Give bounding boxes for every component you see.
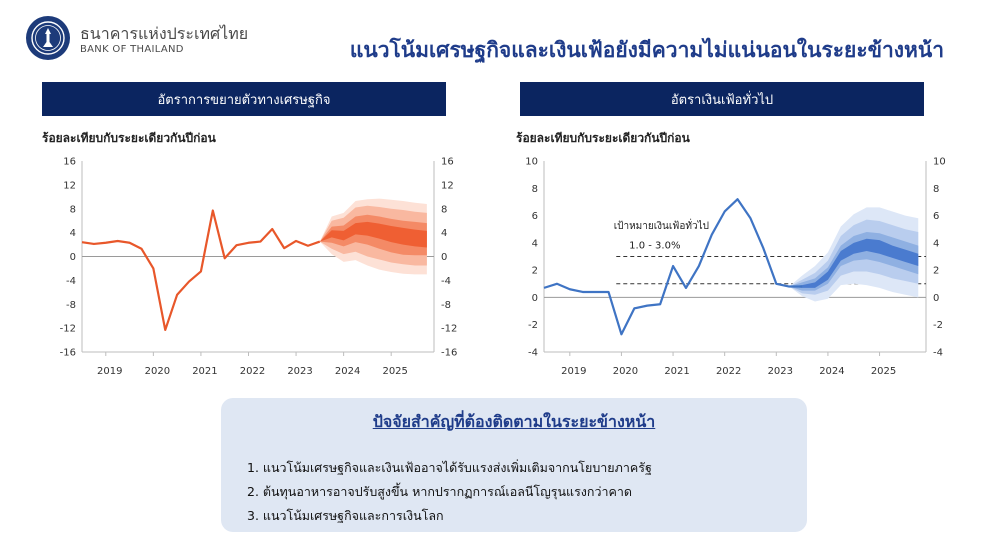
y-tick-label-left: -8 — [66, 300, 76, 311]
y-tick-label-left: 0 — [70, 252, 76, 263]
y-tick-label-left: -12 — [60, 324, 76, 335]
y-tick-label-right: -4 — [441, 276, 451, 287]
y-tick-label-left: 4 — [70, 228, 76, 239]
y-tick-label-right: -2 — [933, 320, 943, 331]
bank-name-english: BANK OF THAILAND — [80, 44, 184, 55]
y-tick-label-left: 2 — [532, 266, 538, 277]
y-tick-label-right: 8 — [933, 184, 939, 195]
factor-item: 2. ต้นทุนอาหารอาจปรับสูงขึ้น หากปรากฏการ… — [247, 484, 633, 499]
slide-headline: แนวโน้มเศรษฐกิจและเงินเฟ้อยังมีความไม่แน… — [349, 38, 944, 62]
y-tick-label-right: 8 — [441, 204, 447, 215]
x-tick-label: 2025 — [382, 366, 407, 377]
x-tick-label: 2024 — [335, 366, 360, 377]
target-range-label: 1.0 - 3.0% — [629, 240, 680, 251]
gdp-growth-chart: ร้อยละเทียบกับระยะเดียวกันปีก่อน -16 -16 -1… — [42, 131, 457, 377]
target-label: เป้าหมายเงินเฟ้อทั่วไป — [614, 218, 709, 232]
y-tick-label-left: 8 — [70, 204, 76, 215]
fan-band — [789, 238, 919, 288]
y-tick-label-right: -16 — [441, 348, 457, 359]
y-tick-label-right: 2 — [933, 266, 939, 277]
gdp-panel-title: อัตราการขยายตัวทางเศรษฐกิจ — [42, 82, 446, 116]
x-tick-label: 2021 — [192, 366, 217, 377]
y-tick-label-left: 12 — [63, 180, 76, 191]
slide-header: ธนาคารแห่งประเทศไทย BANK OF THAILAND แนว… — [0, 0, 1000, 80]
inflation-panel-title: อัตราเงินเฟ้อทั่วไป — [520, 82, 924, 116]
key-factors-box: ปัจจัยสำคัญที่ต้องติดตามในระยะข้างหน้า 1… — [221, 398, 807, 532]
y-tick-label-right: 4 — [441, 228, 447, 239]
y-tick-label-right: -4 — [933, 348, 943, 359]
y-tick-label-left: 10 — [525, 157, 538, 168]
y-tick-label-right: 10 — [933, 157, 946, 168]
x-tick-label: 2023 — [768, 366, 793, 377]
x-tick-label: 2021 — [664, 366, 689, 377]
factor-item: 1. แนวโน้มเศรษฐกิจและเงินเฟ้ออาจได้รับแร… — [247, 460, 652, 475]
y-tick-label-right: 16 — [441, 157, 454, 168]
bank-seal-icon — [26, 16, 70, 60]
headline-inflation-chart: ร้อยละเทียบกับระยะเดียวกันปีก่อน -4 -4 -2 -2… — [516, 131, 946, 377]
y-tick-label-left: 8 — [532, 184, 538, 195]
y-tick-label-left: 4 — [532, 238, 538, 249]
fan-band — [319, 221, 427, 248]
y-tick-label-right: 0 — [933, 293, 939, 304]
x-tick-label: 2022 — [240, 366, 265, 377]
y-tick-label-right: 6 — [933, 211, 939, 222]
y-tick-label-left: -2 — [528, 320, 538, 331]
y-tick-label-left: -16 — [60, 348, 76, 359]
factor-item: 3. แนวโน้มเศรษฐกิจและการเงินโลก — [247, 508, 444, 523]
y-tick-label-right: 4 — [933, 238, 939, 249]
actual-series-line — [81, 209, 321, 332]
x-tick-label: 2019 — [561, 366, 586, 377]
x-tick-label: 2020 — [145, 366, 170, 377]
y-tick-label-left: 6 — [532, 211, 538, 222]
y-unit-label: ร้อยละเทียบกับระยะเดียวกันปีก่อน — [42, 131, 217, 145]
y-tick-label-right: -12 — [441, 324, 457, 335]
y-tick-label-left: -4 — [66, 276, 76, 287]
x-tick-label: 2019 — [97, 366, 122, 377]
x-tick-label: 2020 — [613, 366, 638, 377]
y-tick-label-left: -4 — [528, 348, 538, 359]
actual-series-line — [543, 198, 803, 336]
x-tick-label: 2022 — [716, 366, 741, 377]
y-tick-label-left: 0 — [532, 293, 538, 304]
y-tick-label-right: 12 — [441, 180, 454, 191]
x-tick-label: 2023 — [287, 366, 312, 377]
y-unit-label: ร้อยละเทียบกับระยะเดียวกันปีก่อน — [516, 131, 691, 145]
x-tick-label: 2024 — [819, 366, 844, 377]
key-factors-title: ปัจจัยสำคัญที่ต้องติดตามในระยะข้างหน้า — [372, 412, 656, 431]
bank-name-thai: ธนาคารแห่งประเทศไทย — [80, 24, 249, 43]
y-tick-label-right: -8 — [441, 300, 451, 311]
x-tick-label: 2025 — [871, 366, 896, 377]
y-tick-label-right: 0 — [441, 252, 447, 263]
y-tick-label-left: 16 — [63, 157, 76, 168]
